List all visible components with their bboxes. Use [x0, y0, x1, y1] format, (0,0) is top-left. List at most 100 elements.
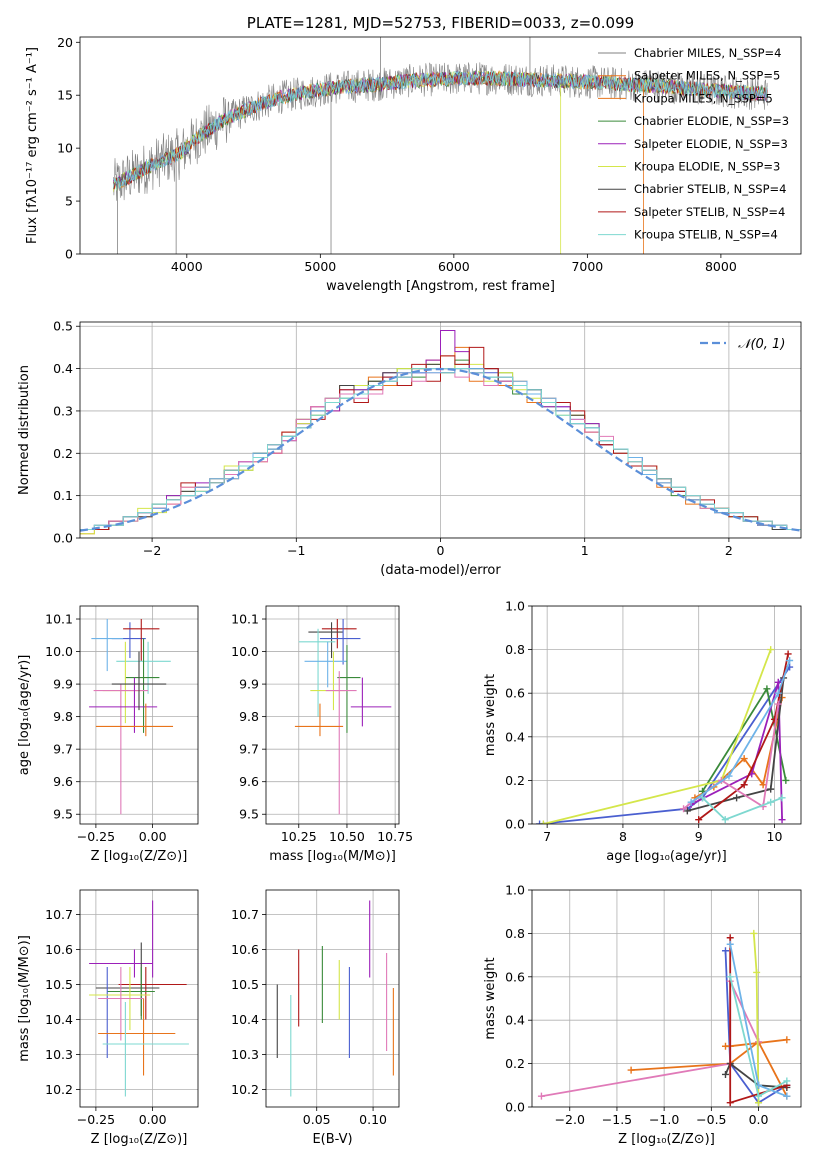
- normal-curve: [80, 367, 801, 532]
- weight-vs-age-frame: [531, 605, 802, 825]
- x-tick-label: 8000: [705, 259, 737, 274]
- legend: Chabrier MILES, N_SSP=4 Salpeter MILES, N…: [598, 46, 789, 242]
- data-point: [774, 678, 782, 686]
- y-tick-label: 0.1: [53, 488, 73, 503]
- y-tick-label: 5: [65, 194, 73, 209]
- data-point: [778, 816, 786, 824]
- data-point: [767, 646, 775, 654]
- y-axis-label: mass [log₁₀(M/M⊙)]: [17, 935, 32, 1062]
- x-tick-label: −1: [287, 543, 305, 558]
- data-point: [763, 685, 771, 693]
- y-tick-label: 9.9: [239, 677, 259, 692]
- series-line: [690, 660, 791, 803]
- y-tick-label: 10.5: [45, 977, 73, 992]
- x-tick-label: −0.25: [77, 829, 115, 844]
- x-axis-label: (data-model)/error: [380, 563, 501, 578]
- y-tick-label: 9.7: [53, 742, 73, 757]
- y-tick-label: 0: [65, 247, 73, 262]
- mass-vs-z-panel: −0.25 0.00 10.2 10.3 10.4 10.5 10.6 10.7 Z [log₁…: [17, 889, 199, 1147]
- y-tick-label: 0.6: [505, 686, 525, 701]
- x-tick-label: 8: [619, 829, 627, 844]
- y-tick-label: 0.5: [53, 319, 73, 334]
- x-tick-label: 2: [725, 543, 733, 558]
- y-tick-label: 0.4: [505, 1013, 525, 1028]
- x-tick-label: 10.50: [329, 829, 365, 844]
- legend-entry: Chabrier MILES, N_SSP=4: [634, 46, 781, 60]
- y-axis-label: Normed distribution: [17, 365, 32, 495]
- x-tick-label: 0.10: [359, 1112, 387, 1127]
- age-vs-z-plot-area: [80, 606, 198, 824]
- model-spectrum: [113, 70, 768, 191]
- series-line: [725, 1038, 787, 1048]
- x-tick-label: 0.05: [303, 1112, 331, 1127]
- data-point: [726, 1099, 734, 1107]
- series-line: [701, 796, 783, 821]
- y-tick-label: 9.8: [53, 709, 73, 724]
- data-point: [721, 1070, 729, 1078]
- data-point: [687, 798, 695, 806]
- y-tick-label: 0.0: [505, 1100, 525, 1115]
- legend-entry: 𝒩(0, 1): [738, 337, 785, 352]
- y-tick-label: 9.6: [53, 774, 73, 789]
- y-tick-label: 0.8: [505, 926, 525, 941]
- mass-vs-ebv-plot-area: [266, 890, 399, 1107]
- mass-vs-z-frame: [79, 889, 199, 1108]
- weight-vs-z-frame: [531, 889, 802, 1108]
- y-tick-label: 0.2: [505, 773, 525, 788]
- data-point: [536, 820, 544, 824]
- legend-entry: Chabrier ELODIE, N_SSP=3: [634, 114, 789, 128]
- data-point: [783, 1092, 791, 1100]
- x-axis-label: E(B-V): [312, 1132, 352, 1147]
- legend-entry: Salpeter MILES, N_SSP=5: [634, 69, 780, 83]
- weight-vs-z-plot-area: [532, 890, 801, 1107]
- x-tick-label: −1.0: [649, 1112, 679, 1127]
- mass-vs-ebv-frame: [265, 889, 400, 1108]
- y-tick-label: 10.5: [231, 977, 259, 992]
- spectrum-panel: 4000 5000 6000 7000 8000 0 5 10 15 20 wavelength […: [25, 14, 802, 294]
- y-tick-label: 0.4: [505, 729, 525, 744]
- data-point: [726, 940, 734, 948]
- x-axis-label: Z [log₁₀(Z/Z⊙)]: [618, 1132, 715, 1147]
- y-tick-label: 10.0: [45, 644, 73, 659]
- y-tick-label: 10.0: [231, 644, 259, 659]
- data-point: [726, 973, 734, 981]
- x-tick-label: −1.5: [602, 1112, 632, 1127]
- x-tick-label: 0.00: [139, 1112, 167, 1127]
- y-tick-label: 9.9: [53, 677, 73, 692]
- y-tick-label: 10.7: [231, 907, 259, 922]
- spectrum-plot-area: [113, 37, 768, 254]
- x-tick-label: 0.0: [749, 1112, 769, 1127]
- x-tick-label: 10.25: [281, 829, 317, 844]
- y-tick-label: 10.3: [231, 1047, 259, 1062]
- x-axis-label: wavelength [Angstrom, rest frame]: [326, 279, 555, 294]
- data-point: [778, 794, 786, 802]
- series-line: [541, 980, 760, 1098]
- age-vs-mass-frame: [265, 605, 400, 825]
- x-tick-label: −0.5: [696, 1112, 726, 1127]
- x-tick-label: 1: [581, 543, 589, 558]
- legend-entry: Kroupa MILES, N_SSP=5: [634, 91, 773, 105]
- age-vs-mass-plot-area: [266, 606, 399, 824]
- y-tick-label: 10.4: [231, 1012, 259, 1027]
- data-point: [774, 689, 782, 697]
- series-line: [690, 682, 783, 820]
- x-tick-label: 9: [695, 829, 703, 844]
- data-point: [726, 934, 734, 942]
- data-point: [783, 1036, 791, 1044]
- data-point: [755, 1099, 763, 1107]
- x-tick-label: −2: [143, 543, 161, 558]
- y-tick-label: 10.2: [45, 1082, 73, 1097]
- y-tick-label: 0.3: [53, 403, 73, 418]
- y-axis-label: Flux [fλ10⁻¹⁷ erg cm⁻² s⁻¹ A⁻¹]: [25, 47, 40, 244]
- y-tick-label: 10.2: [231, 1082, 259, 1097]
- residuals-panel: −2 −1 0 1 2 0.0 0.1 0.2 0.3 0.4 0.5 (data-model)/er…: [17, 319, 802, 578]
- x-axis-label: age [log₁₀(age/yr)]: [606, 849, 727, 864]
- x-tick-label: 10: [767, 829, 783, 844]
- weight-vs-age-plot-area: [532, 606, 801, 824]
- y-tick-label: 0.4: [53, 361, 73, 376]
- x-axis-label: Z [log₁₀(Z/Z⊙)]: [91, 849, 188, 864]
- data-point: [627, 1066, 635, 1074]
- data-point: [774, 700, 782, 708]
